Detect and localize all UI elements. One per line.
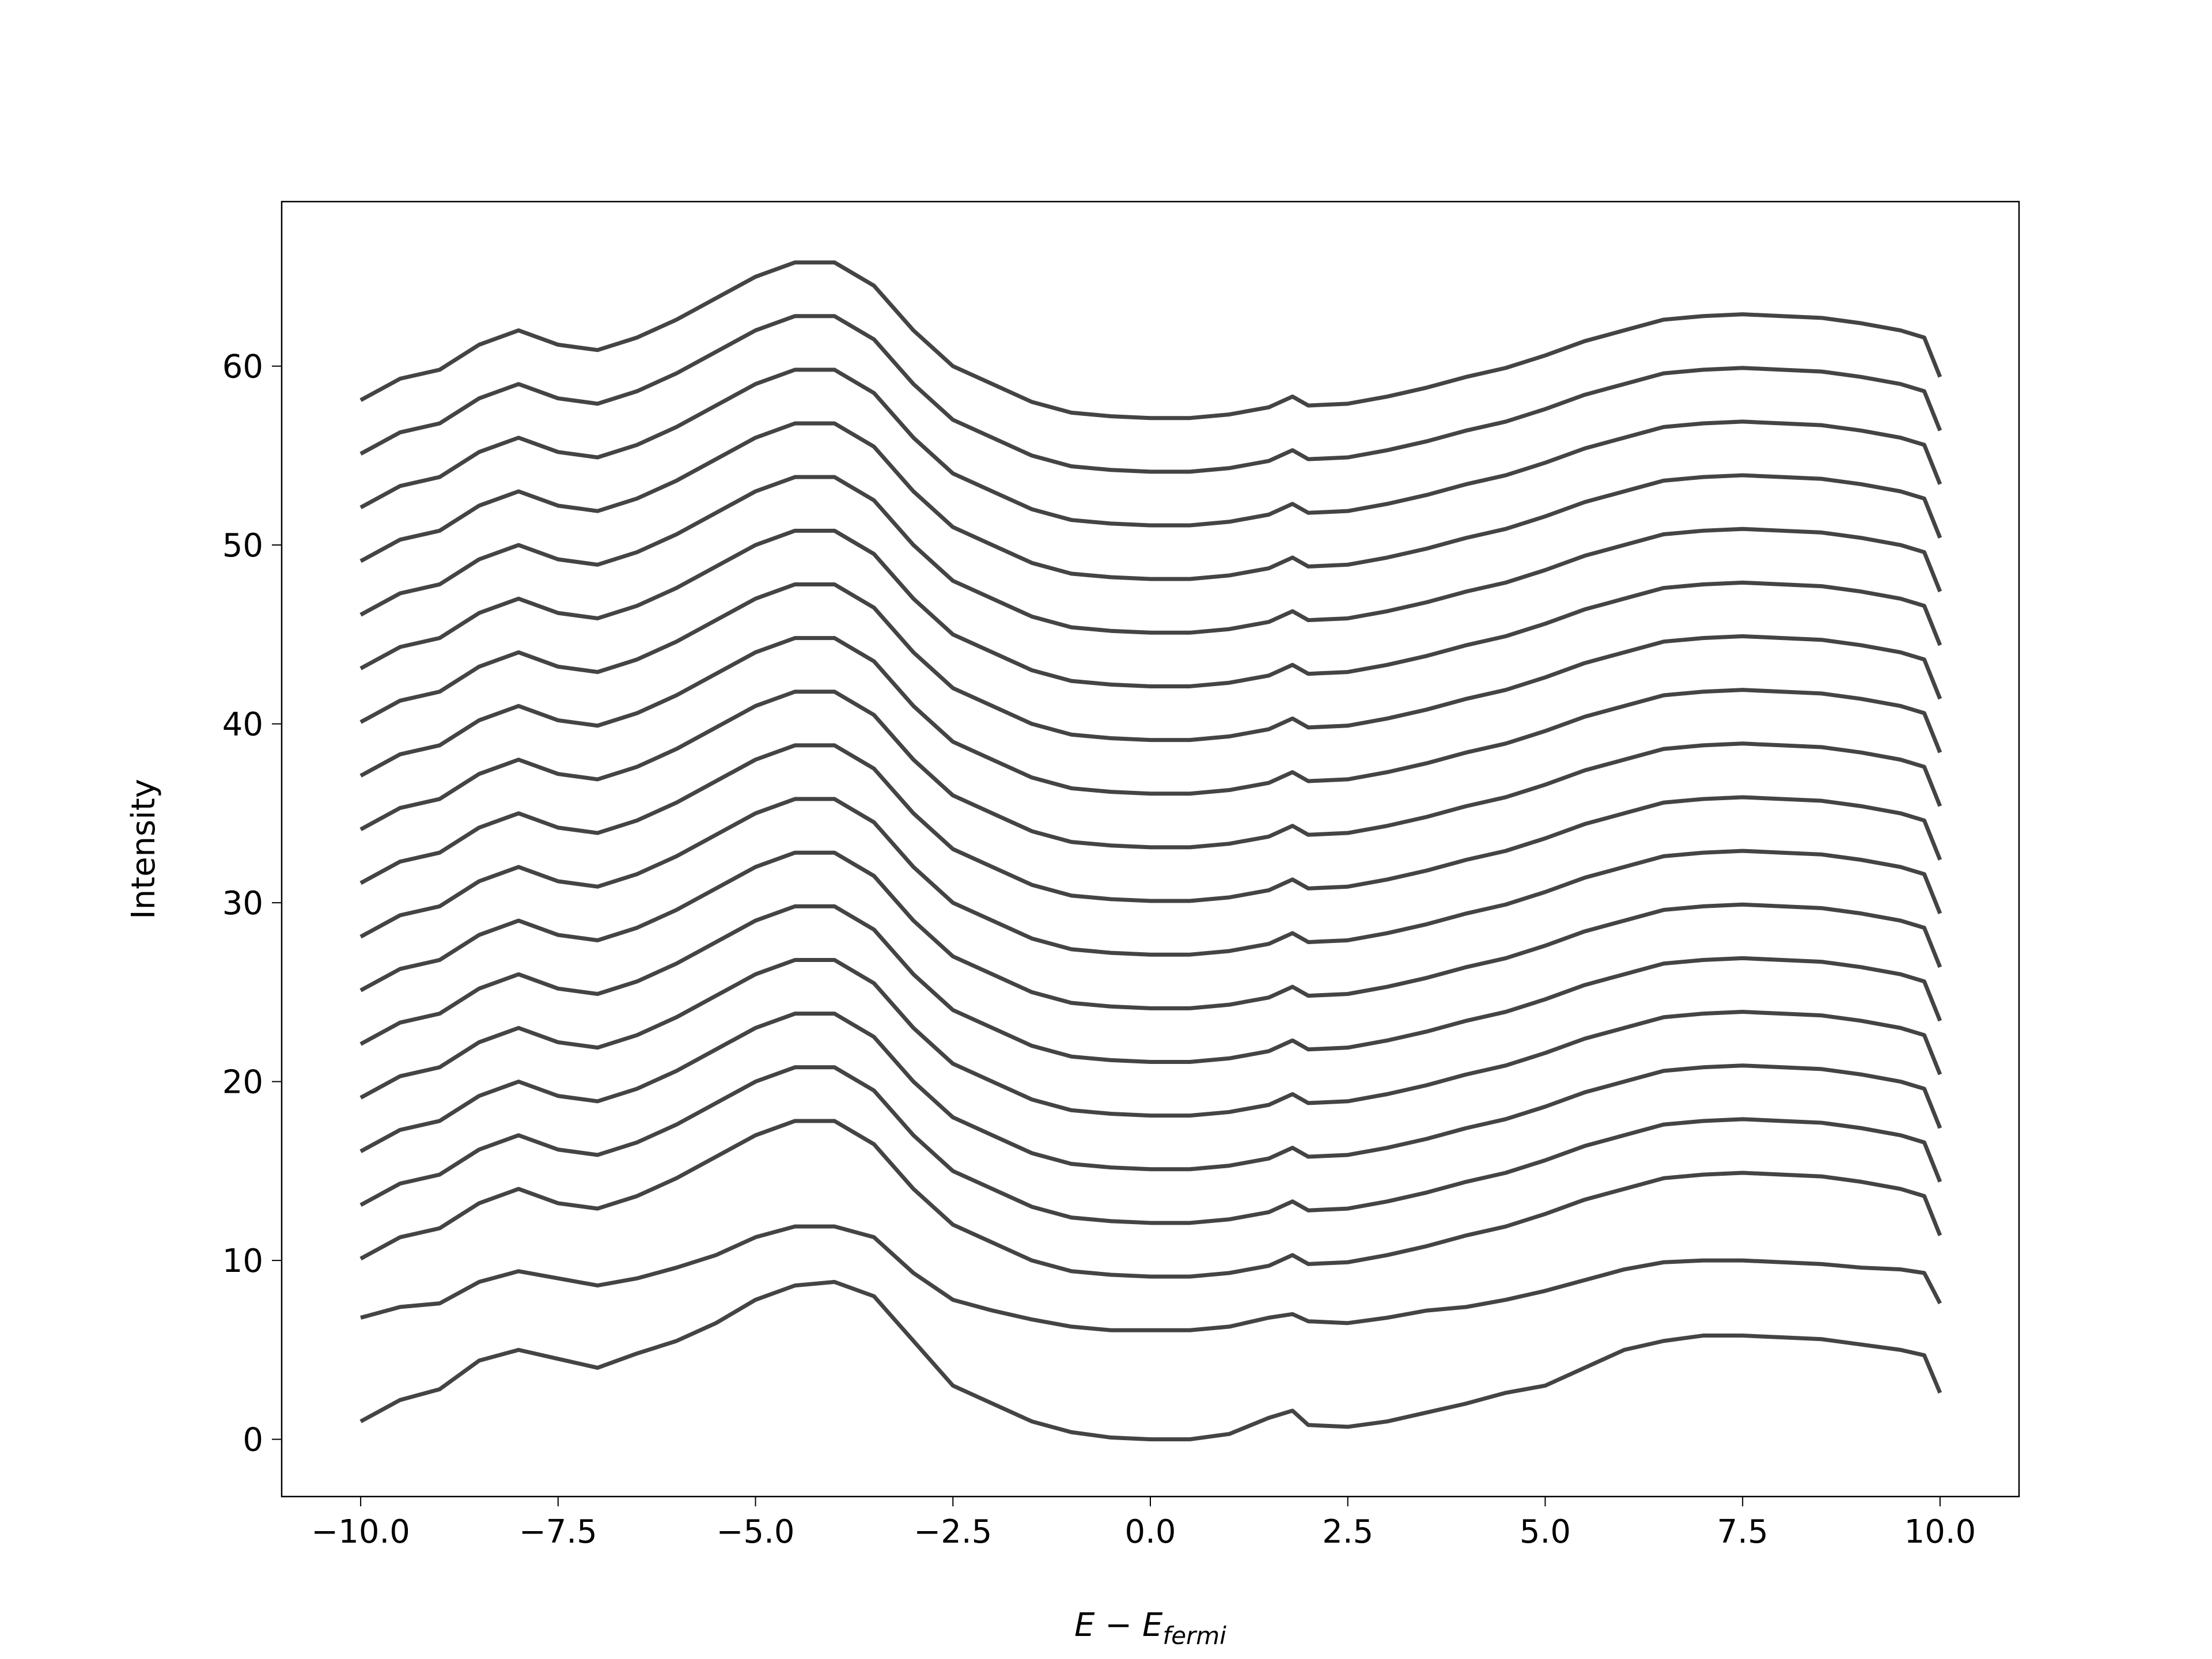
y-tick-label: 20 — [222, 1064, 263, 1101]
spectrum-line — [359, 690, 1942, 850]
spectrum-line — [359, 421, 1942, 581]
spectrum-line — [359, 475, 1942, 635]
x-tick-label: −2.5 — [914, 1513, 992, 1551]
x-tick-label: 10.0 — [1904, 1513, 1976, 1551]
x-tick-label: −7.5 — [519, 1513, 597, 1551]
x-tick-label: −5.0 — [717, 1513, 795, 1551]
x-label-sub: fermi — [1162, 1622, 1226, 1650]
y-tick-label: 30 — [222, 885, 263, 922]
spectrum-line — [359, 904, 1942, 1064]
x-label-main: E − E — [1074, 1607, 1163, 1644]
spectrum-line — [359, 260, 1942, 421]
y-tick-label: 60 — [222, 349, 263, 386]
spectrum-line — [359, 368, 1942, 528]
spectrum-line — [359, 582, 1942, 743]
spectrum-line — [359, 314, 1942, 474]
spectrum-line — [359, 797, 1942, 957]
y-tick-label: 40 — [222, 706, 263, 744]
x-tick-label: 0.0 — [1124, 1513, 1176, 1551]
y-axis-label: Intensity — [125, 779, 162, 919]
spectrum-line — [360, 1224, 1942, 1332]
x-tick-label: 5.0 — [1520, 1513, 1571, 1551]
spectrum-line — [359, 1012, 1942, 1172]
spectrum-line — [359, 1119, 1942, 1279]
spectrum-line — [359, 528, 1942, 688]
x-tick-label: −10.0 — [311, 1513, 410, 1551]
spectrum-line — [359, 850, 1942, 1010]
x-tick-label: 7.5 — [1717, 1513, 1768, 1551]
x-axis-label: E − Efermi — [1074, 1607, 1226, 1650]
y-tick-label: 50 — [222, 527, 263, 565]
plot-frame — [281, 200, 2020, 1498]
spectrum-line — [359, 1279, 1942, 1442]
y-tick-label: 0 — [243, 1422, 263, 1459]
spectrum-line — [359, 1065, 1942, 1225]
spectrum-line — [359, 958, 1942, 1118]
spectrum-line — [359, 636, 1942, 796]
y-tick-label: 10 — [222, 1243, 263, 1280]
x-tick-label: 2.5 — [1322, 1513, 1373, 1551]
spectrum-line — [359, 743, 1942, 903]
